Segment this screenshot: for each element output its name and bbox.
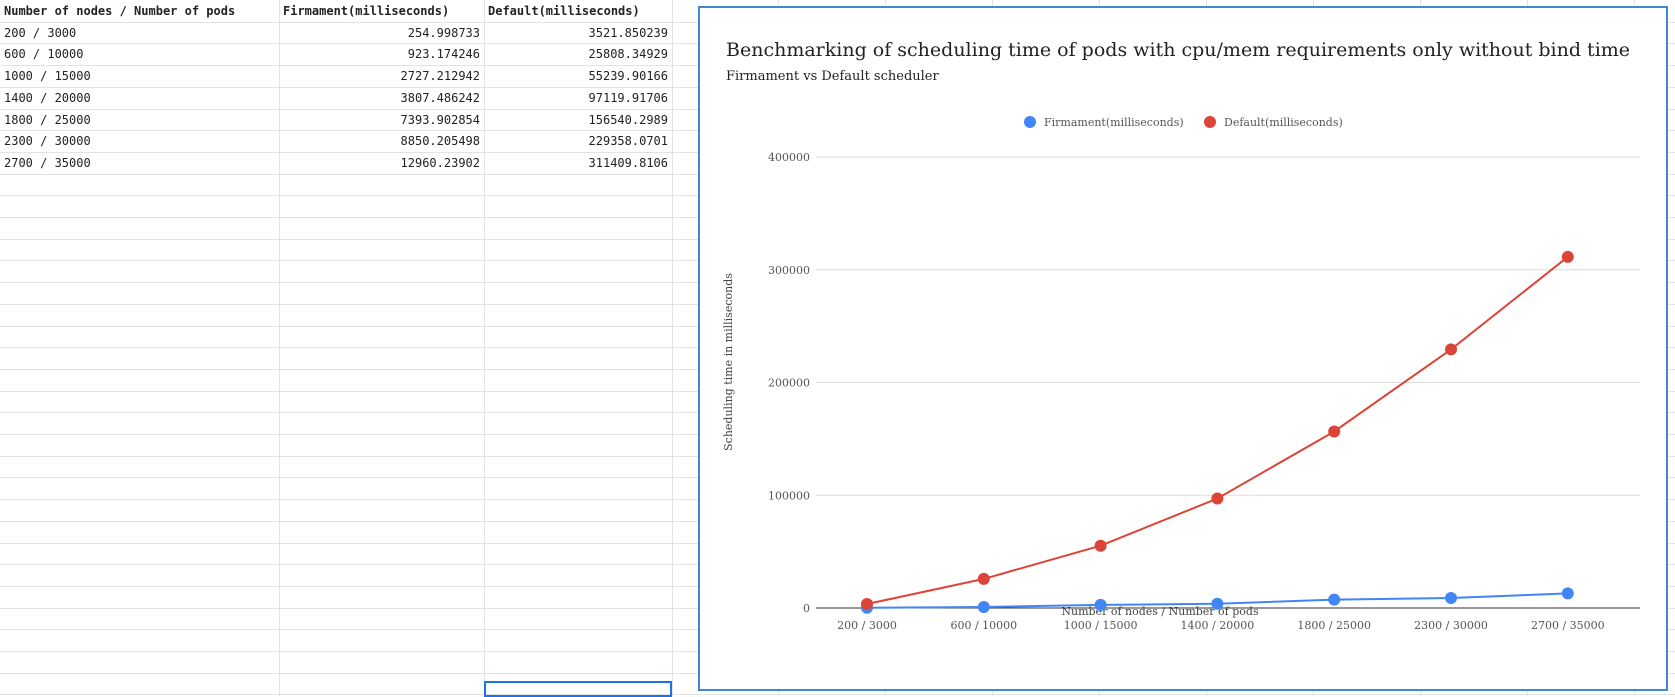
- x-tick-label: 1800 / 25000: [1297, 619, 1371, 632]
- data-point-firmament: [977, 600, 990, 613]
- data-point-default: [1094, 539, 1107, 552]
- row-gridline: [0, 694, 1675, 695]
- table-cell[interactable]: 3807.486242: [400, 91, 480, 105]
- table-cell[interactable]: 55239.90166: [588, 69, 668, 83]
- x-tick-label: 1000 / 15000: [1064, 619, 1138, 632]
- data-point-default: [1328, 425, 1341, 438]
- data-point-default: [1561, 250, 1574, 263]
- selected-cell[interactable]: [484, 681, 672, 697]
- x-tick-label: 200 / 3000: [837, 619, 897, 632]
- data-point-firmament: [1561, 587, 1574, 600]
- chart-title: Benchmarking of scheduling time of pods …: [726, 39, 1630, 61]
- table-cell[interactable]: 1000 / 15000: [4, 69, 91, 83]
- y-tick-label: 200000: [768, 377, 810, 390]
- table-cell[interactable]: 7393.902854: [400, 113, 480, 127]
- data-point-firmament: [1094, 598, 1107, 611]
- data-point-default: [861, 598, 873, 611]
- table-cell[interactable]: 229358.0701: [588, 134, 668, 148]
- embedded-chart[interactable]: Benchmarking of scheduling time of pods …: [698, 6, 1668, 691]
- chart-subtitle: Firmament vs Default scheduler: [726, 69, 939, 84]
- table-cell[interactable]: 1400 / 20000: [4, 91, 91, 105]
- x-tick-label: 600 / 10000: [950, 619, 1017, 632]
- column-gridline: [672, 0, 673, 696]
- series-line-default: [866, 256, 1569, 606]
- table-cell[interactable]: 923.174246: [407, 47, 480, 61]
- data-point-firmament: [1445, 592, 1457, 605]
- header-cell[interactable]: Default(milliseconds): [488, 4, 640, 18]
- chart-canvas: Benchmarking of scheduling time of pods …: [722, 39, 1640, 632]
- table-cell[interactable]: 156540.2989: [588, 113, 668, 127]
- table-cell[interactable]: 200 / 3000: [4, 26, 77, 40]
- x-tick-label: 1400 / 20000: [1181, 619, 1255, 632]
- y-tick-label: 300000: [768, 264, 810, 277]
- data-point-firmament: [1328, 593, 1341, 606]
- y-tick-label: 0: [803, 602, 810, 615]
- table-cell[interactable]: 25808.34929: [588, 47, 668, 61]
- table-cell[interactable]: 2700 / 35000: [4, 156, 91, 170]
- data-point-default: [1445, 343, 1457, 356]
- table-cell[interactable]: 8850.205498: [400, 134, 480, 148]
- y-axis-label: Scheduling time in milliseconds: [722, 273, 735, 451]
- table-cell[interactable]: 97119.91706: [588, 91, 668, 105]
- header-cell[interactable]: Firmament(milliseconds): [283, 4, 450, 18]
- y-tick-label: 400000: [768, 151, 810, 164]
- legend-marker: [1204, 116, 1216, 128]
- x-axis-label: Number of nodes / Number of pods: [1061, 605, 1259, 618]
- table-cell[interactable]: 2727.212942: [400, 69, 480, 83]
- legend-label: Default(milliseconds): [1224, 116, 1343, 129]
- header-cell[interactable]: Number of nodes / Number of pods: [4, 4, 236, 18]
- column-gridline: [279, 0, 280, 696]
- data-point-firmament: [1211, 597, 1224, 610]
- x-tick-label: 2300 / 30000: [1414, 619, 1488, 632]
- data-point-default: [977, 572, 990, 585]
- column-gridline: [484, 0, 485, 696]
- legend-marker: [1024, 116, 1036, 128]
- table-cell[interactable]: 12960.23902: [400, 156, 480, 170]
- x-tick-label: 2700 / 35000: [1531, 619, 1605, 632]
- table-cell[interactable]: 1800 / 25000: [4, 113, 91, 127]
- table-cell[interactable]: 254.998733: [407, 26, 480, 40]
- table-cell[interactable]: 600 / 10000: [4, 47, 84, 61]
- table-cell[interactable]: 311409.8106: [588, 156, 668, 170]
- table-cell[interactable]: 3521.850239: [588, 26, 668, 40]
- data-point-default: [1211, 492, 1224, 505]
- table-cell[interactable]: 2300 / 30000: [4, 134, 91, 148]
- legend-label: Firmament(milliseconds): [1044, 116, 1184, 129]
- y-tick-label: 100000: [768, 489, 810, 502]
